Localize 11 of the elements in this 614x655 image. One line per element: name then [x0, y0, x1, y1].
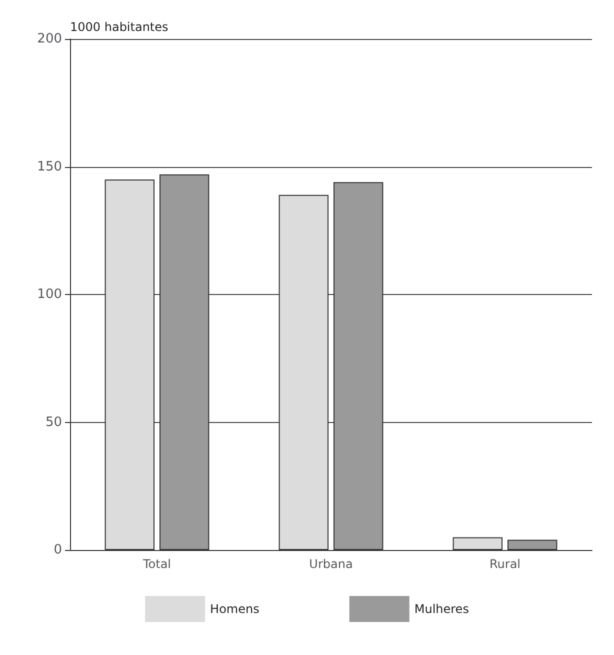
- x-tick-label: Total: [142, 557, 172, 571]
- x-tick-label: Rural: [489, 557, 521, 571]
- y-tick-label: 50: [45, 414, 62, 430]
- x-tick-label: Urbana: [309, 557, 353, 571]
- legend-label: Mulheres: [414, 602, 469, 616]
- y-axis-title: 1000 habitantes: [70, 20, 168, 34]
- y-tick-label: 100: [37, 287, 62, 302]
- y-tick-label: 0: [54, 542, 62, 558]
- y-tick-label: 150: [37, 159, 62, 174]
- y-tick-label: 200: [37, 32, 62, 46]
- legend-label: Homens: [210, 602, 260, 616]
